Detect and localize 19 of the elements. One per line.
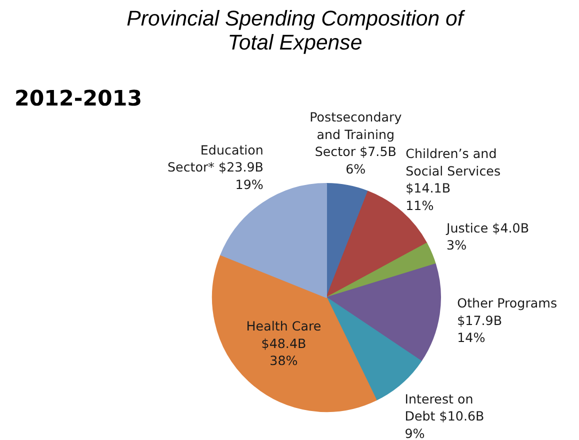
text: 6%	[346, 161, 366, 176]
text: 19%	[235, 176, 264, 192]
text: 14%	[457, 330, 486, 346]
data-label: $17.9B	[457, 312, 502, 328]
text: 38%	[270, 353, 298, 368]
text: 11%	[406, 198, 434, 213]
chart-title: Provincial Spending Composition of Total Expense	[126, 6, 466, 54]
chart-subtitle: 2012-2013	[14, 86, 142, 112]
slice-label: Children’s and Social Services	[406, 146, 501, 178]
slice-label: Postsecondary and Training Sector $7.5B	[310, 110, 402, 160]
text: 9%	[404, 426, 425, 440]
slice-label: Interest on Debt $10.6B	[404, 391, 484, 424]
slice-label: Health Care	[246, 318, 322, 334]
text: 3%	[446, 238, 467, 253]
slice-label: Education Sector* $23.9B	[167, 142, 264, 175]
data-label: $14.1B	[406, 180, 451, 196]
data-label: $48.4B	[261, 336, 306, 351]
slice-label: Other Programs	[457, 296, 558, 311]
slice-label: Justice $4.0B	[446, 220, 530, 236]
